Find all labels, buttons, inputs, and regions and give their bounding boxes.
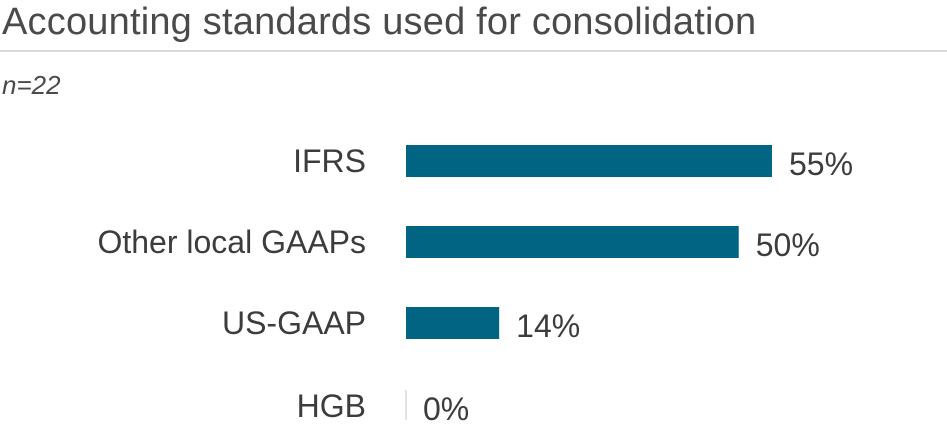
category-label-hgb: HGB — [297, 388, 366, 424]
bar-other-local-gaaps — [406, 226, 739, 258]
title-divider — [0, 50, 947, 52]
category-label-ifrs: IFRS — [293, 143, 366, 179]
chart-subtitle: n=22 — [2, 70, 61, 100]
value-label-hgb: 0% — [423, 391, 469, 427]
value-label-other-local-gaaps: 50% — [756, 227, 820, 263]
bar-us-gaap — [406, 307, 500, 339]
category-label-other-local-gaaps: Other local GAAPs — [97, 224, 366, 260]
chart-title: Accounting standards used for consolidat… — [2, 1, 757, 43]
value-label-ifrs: 55% — [789, 146, 853, 182]
value-label-us-gaap: 14% — [516, 308, 580, 344]
category-label-us-gaap: US-GAAP — [222, 305, 366, 341]
bar-ifrs — [406, 145, 772, 177]
